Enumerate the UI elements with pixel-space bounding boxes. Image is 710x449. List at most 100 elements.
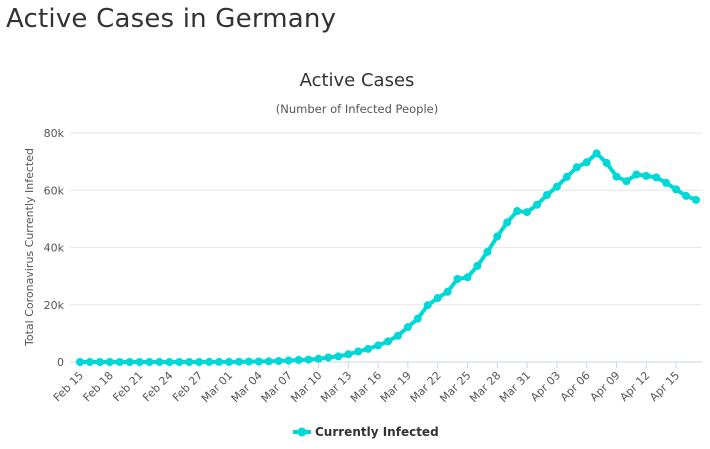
legend[interactable]: Currently Infected: [293, 425, 439, 439]
data-point[interactable]: [453, 275, 462, 283]
data-point[interactable]: [692, 195, 700, 204]
data-point[interactable]: [533, 200, 541, 209]
data-point[interactable]: [413, 314, 422, 323]
data-point[interactable]: [135, 358, 144, 366]
chart-subtitle: (Number of Infected People): [276, 102, 438, 116]
x-tick-label: Mar 13: [318, 369, 354, 405]
data-point[interactable]: [195, 358, 204, 366]
data-point[interactable]: [155, 358, 164, 366]
x-tick-label: Mar 10: [288, 369, 324, 405]
data-point[interactable]: [264, 357, 273, 366]
data-point[interactable]: [582, 158, 591, 167]
y-tick-label: 40k: [44, 242, 65, 255]
data-point[interactable]: [165, 358, 174, 366]
data-point[interactable]: [274, 357, 283, 365]
data-point[interactable]: [433, 294, 442, 302]
data-point[interactable]: [503, 218, 512, 227]
x-tick-label: Mar 07: [259, 369, 295, 405]
data-point[interactable]: [294, 356, 303, 364]
page-title: Active Cases in Germany: [6, 4, 337, 34]
data-point[interactable]: [662, 178, 671, 187]
gridlines: [70, 132, 702, 363]
chart-title: Active Cases: [300, 70, 415, 91]
data-point[interactable]: [314, 354, 323, 363]
data-point[interactable]: [76, 358, 84, 366]
data-point[interactable]: [284, 356, 293, 365]
data-point[interactable]: [374, 341, 383, 350]
data-point[interactable]: [384, 337, 392, 346]
data-point[interactable]: [672, 185, 681, 194]
data-point[interactable]: [622, 177, 631, 186]
data-point[interactable]: [543, 191, 551, 199]
data-point[interactable]: [304, 355, 313, 364]
data-point[interactable]: [105, 358, 114, 366]
data-point[interactable]: [324, 353, 333, 362]
x-tick-label: Apr 03: [528, 369, 563, 404]
data-point[interactable]: [344, 350, 353, 359]
data-point[interactable]: [145, 358, 154, 366]
data-point[interactable]: [175, 358, 184, 366]
series-line-currently-infected: [78, 151, 698, 364]
x-tick-label: Mar 25: [437, 369, 473, 405]
x-tick-label: Feb 27: [170, 369, 205, 404]
data-point[interactable]: [244, 357, 253, 366]
data-point[interactable]: [632, 170, 641, 179]
y-tick-label: 60k: [44, 184, 65, 197]
data-point[interactable]: [602, 158, 611, 167]
y-tick-label: 80k: [44, 127, 65, 140]
x-tick-label: Mar 22: [408, 369, 444, 405]
data-point[interactable]: [443, 287, 452, 296]
data-point[interactable]: [354, 347, 363, 356]
x-tick-label: Apr 06: [558, 369, 593, 404]
data-point[interactable]: [612, 172, 621, 181]
data-point[interactable]: [642, 171, 651, 180]
y-tick-label: 0: [57, 356, 64, 369]
x-tick-label: Feb 18: [81, 369, 116, 404]
x-tick-label: Feb 21: [110, 369, 145, 404]
data-point[interactable]: [393, 331, 402, 340]
data-point[interactable]: [115, 358, 124, 366]
data-point[interactable]: [572, 163, 581, 172]
series-layer: [76, 149, 700, 366]
data-point[interactable]: [562, 172, 571, 181]
x-tick-label: Apr 15: [647, 369, 682, 404]
data-point[interactable]: [225, 357, 233, 366]
data-point[interactable]: [85, 358, 94, 366]
x-tick-label: Mar 01: [199, 369, 235, 405]
x-tick-label: Feb 15: [51, 369, 86, 404]
data-point[interactable]: [473, 261, 482, 270]
data-point[interactable]: [493, 232, 502, 241]
x-tick-label: Mar 16: [348, 369, 384, 405]
data-point[interactable]: [205, 357, 214, 366]
y-axis-ticks: 0 20k 40k 60k 80k: [44, 127, 65, 369]
data-point[interactable]: [215, 357, 224, 366]
data-point[interactable]: [95, 358, 104, 366]
x-tick-label: Mar 19: [378, 369, 414, 405]
x-tick-label: Apr 12: [617, 369, 652, 404]
data-point[interactable]: [592, 149, 601, 158]
legend-label-currently-infected: Currently Infected: [315, 425, 439, 439]
data-point[interactable]: [523, 208, 532, 217]
data-point[interactable]: [463, 273, 472, 282]
y-axis-title: Total Coronavirus Currently Infected: [23, 148, 36, 347]
data-point[interactable]: [334, 352, 343, 361]
x-tick-label: Feb 24: [140, 369, 175, 404]
data-point[interactable]: [652, 173, 661, 182]
data-point[interactable]: [483, 247, 492, 256]
data-point[interactable]: [364, 344, 373, 353]
data-point[interactable]: [235, 357, 243, 366]
data-point[interactable]: [185, 358, 194, 366]
data-point[interactable]: [254, 357, 263, 366]
y-tick-label: 20k: [44, 299, 65, 312]
data-point[interactable]: [423, 301, 432, 310]
data-point[interactable]: [552, 182, 561, 191]
x-tick-label: Mar 28: [467, 369, 503, 405]
legend-swatch-marker: [297, 427, 307, 437]
data-point[interactable]: [403, 323, 412, 332]
x-tick-label: Apr 09: [588, 369, 623, 404]
data-point[interactable]: [125, 358, 134, 366]
data-point[interactable]: [682, 191, 691, 200]
data-point[interactable]: [513, 207, 522, 215]
